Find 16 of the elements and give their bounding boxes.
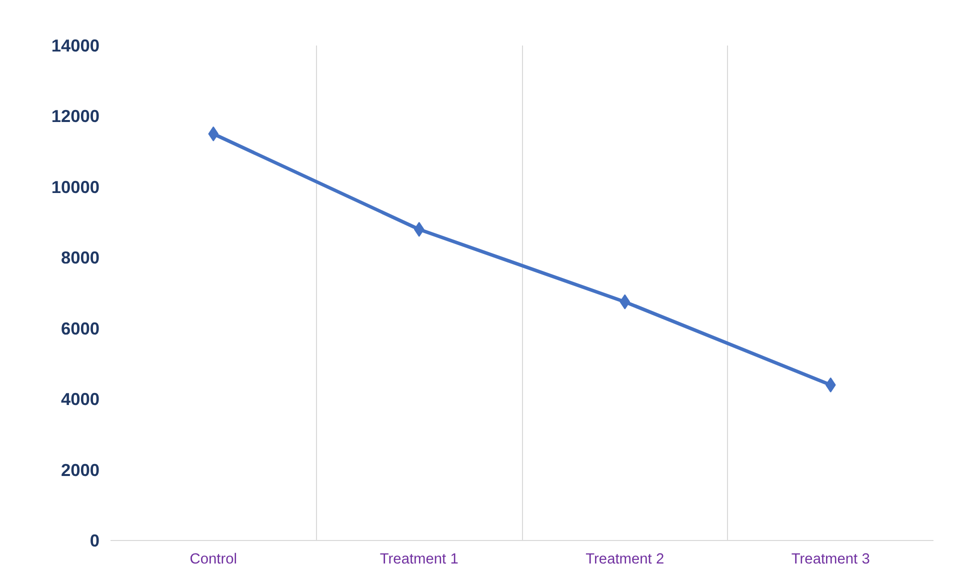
- point: [414, 222, 424, 237]
- y-tick-label: 0: [90, 530, 100, 550]
- y-tick-label: 10000: [51, 176, 100, 197]
- x-tick-label: Treatment 2: [586, 552, 664, 568]
- x-tick-label: Control: [190, 552, 237, 568]
- y-tick-label: 8000: [60, 248, 100, 268]
- y-tick-label: 12000: [51, 106, 100, 126]
- x-tick-label: Treatment 3: [791, 552, 870, 568]
- y-tick-label: 4000: [60, 389, 100, 410]
- point: [620, 294, 630, 310]
- point: [825, 377, 836, 392]
- y-tick-label: 6000: [60, 318, 100, 338]
- y-tick-label: 14000: [51, 36, 100, 56]
- x-tick-label: Treatment 1: [380, 552, 458, 568]
- point: [208, 126, 219, 142]
- y-tick-label: 2000: [60, 460, 100, 480]
